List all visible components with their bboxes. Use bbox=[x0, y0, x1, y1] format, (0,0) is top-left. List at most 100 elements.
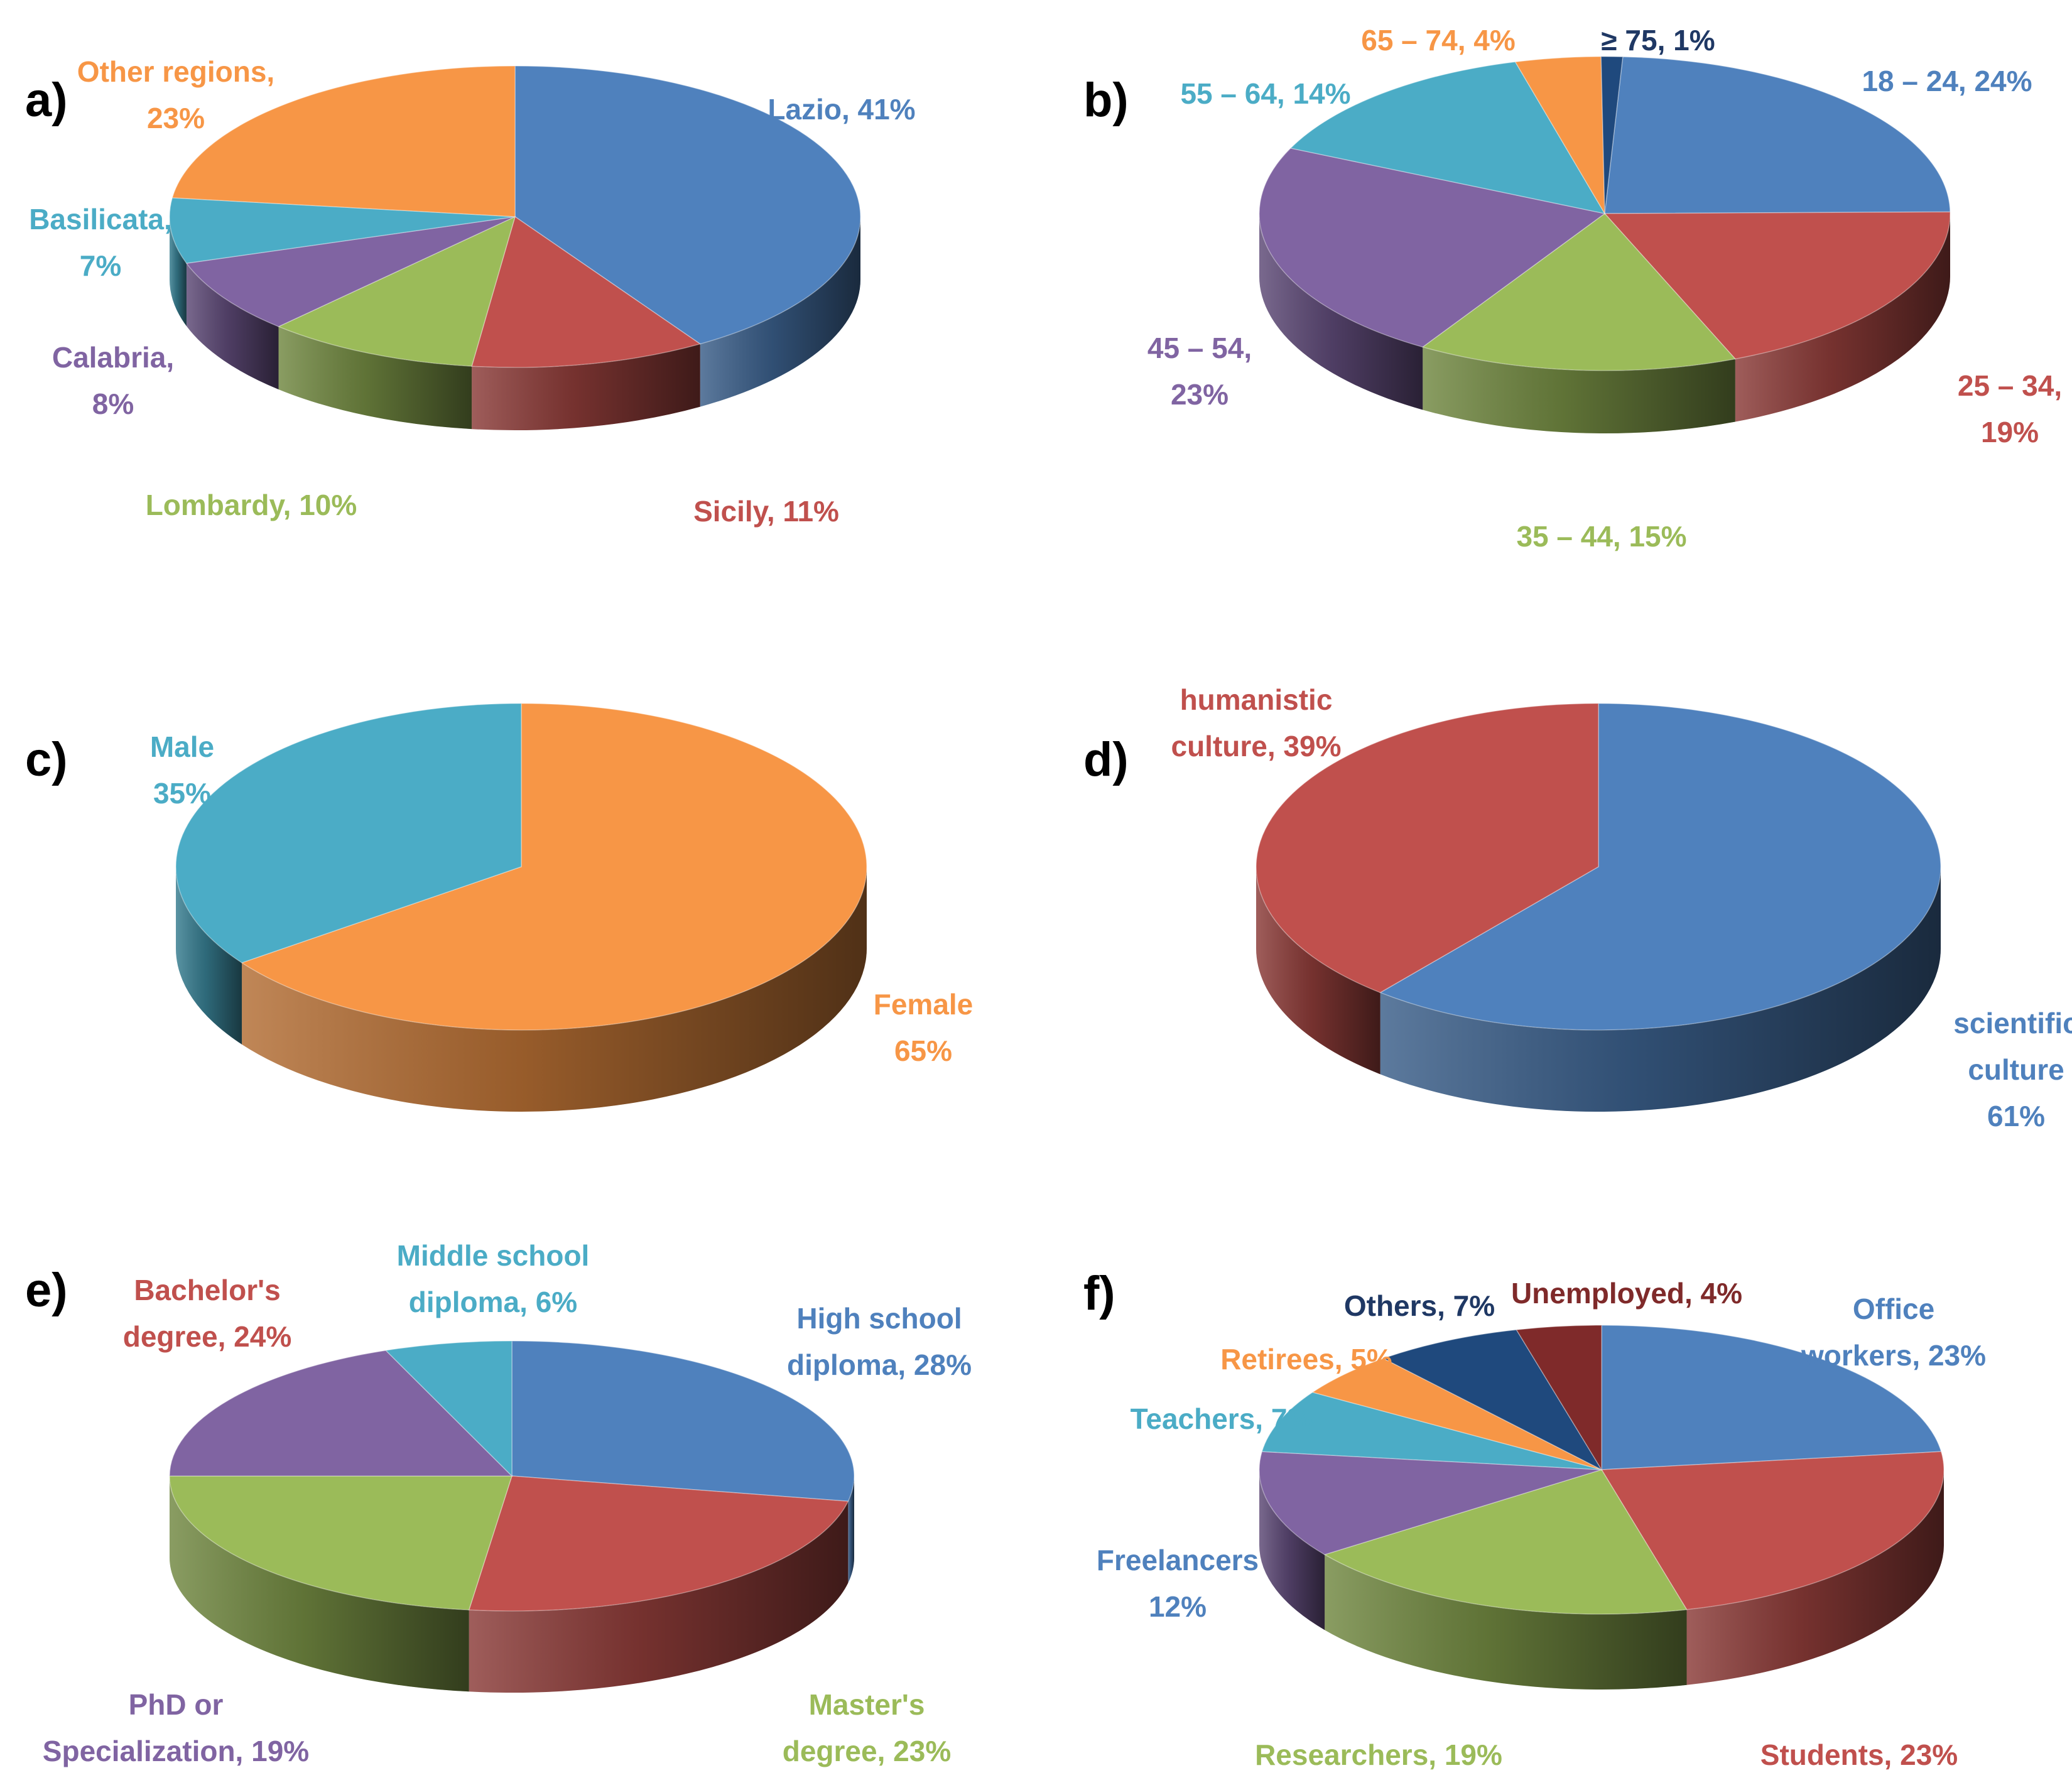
data-label-master-s-degree: Master's degree, 23% bbox=[783, 1688, 951, 1767]
side-shade-calabria bbox=[186, 263, 279, 389]
side-shade-humanistic-culture bbox=[1256, 867, 1380, 1075]
data-label-45-54: 45 – 54, 23% bbox=[1147, 332, 1252, 411]
data-label-male: Male 35% bbox=[150, 730, 214, 810]
side-shade-male bbox=[176, 867, 242, 1044]
data-labels: scientific culture 61% humanistic culture, 3… bbox=[1171, 683, 2072, 1132]
pie-side-walls bbox=[170, 1476, 854, 1693]
slice-female bbox=[241, 703, 867, 1031]
data-label-sicily: Sicily, 11% bbox=[693, 495, 839, 528]
slice-65-74 bbox=[1514, 56, 1605, 215]
data-labels: High school diploma, 28% Bachelor's degree,… bbox=[43, 1239, 972, 1767]
data-label-25-34: 25 – 34, 19% bbox=[1958, 369, 2062, 448]
data-label-freelancers: Freelancers 12% bbox=[1097, 1544, 1259, 1623]
pie-slices bbox=[1259, 56, 1951, 371]
pie-chart-a: a) Lazio, 41% Sicily, 11% Lombardy, 10% Cala… bbox=[25, 55, 916, 528]
pie-chart-d: d) scientific culture 61% humanistic culture,… bbox=[1083, 683, 2072, 1132]
slice-master-s-degree bbox=[169, 1475, 513, 1611]
data-label-lazio: Lazio, 41% bbox=[768, 93, 915, 126]
panel-label: a) bbox=[25, 73, 68, 127]
slice-45-54 bbox=[1259, 148, 1606, 348]
slice-office-workers bbox=[1601, 1325, 1942, 1470]
data-label-others: Others, 7% bbox=[1344, 1289, 1495, 1322]
slice-researchers bbox=[1323, 1469, 1688, 1615]
slice-25-34 bbox=[1603, 211, 1951, 360]
side-shade-35-44 bbox=[1423, 347, 1735, 433]
data-label-office-workers: Office workers, 23% bbox=[1801, 1293, 1986, 1372]
slice-phd-or-specialization bbox=[169, 1350, 513, 1477]
slice-basilicata bbox=[169, 197, 516, 264]
side-shade-bachelor-s-degree bbox=[469, 1501, 849, 1693]
data-label-55-64: 55 – 64, 14% bbox=[1180, 77, 1350, 110]
data-label-65-74: 65 – 74, 4% bbox=[1361, 24, 1516, 57]
data-labels: Lazio, 41% Sicily, 11% Lombardy, 10% Calabr… bbox=[29, 55, 915, 528]
data-labels: 18 – 24, 24% 25 – 34, 19% 35 – 44, 15% 45 – … bbox=[1147, 24, 2062, 553]
pie-slices bbox=[1256, 703, 1941, 1031]
slice-sicily bbox=[471, 215, 702, 368]
slice-55-64 bbox=[1289, 61, 1606, 215]
data-label-researchers: Researchers, 19% bbox=[1255, 1738, 1502, 1771]
data-label-scientific-culture: scientific culture 61% bbox=[1953, 1007, 2072, 1132]
slice-teachers bbox=[1261, 1391, 1602, 1470]
pie-slices bbox=[1259, 1325, 1945, 1615]
data-label-bachelor-s-degree: Bachelor's degree, 24% bbox=[123, 1274, 291, 1353]
slice-others bbox=[1382, 1329, 1603, 1471]
side-shade-researchers bbox=[1325, 1554, 1687, 1690]
side-shade-master-s-degree bbox=[170, 1476, 469, 1692]
slice-18-24 bbox=[1604, 56, 1951, 214]
data-label-ge-75: ≥ 75, 1% bbox=[1601, 24, 1715, 57]
pie-slices bbox=[169, 65, 861, 368]
slice-high-school-diploma bbox=[511, 1340, 855, 1502]
panel-label: d) bbox=[1083, 733, 1129, 786]
slice-35-44 bbox=[1421, 212, 1737, 371]
side-shade-basilicata bbox=[170, 217, 187, 327]
slice-ge-75 bbox=[1600, 56, 1624, 214]
slice-lazio bbox=[514, 65, 861, 345]
data-label-phd-or-specialization: PhD or Specialization, 19% bbox=[43, 1688, 309, 1767]
data-label-35-44: 35 – 44, 15% bbox=[1516, 520, 1686, 553]
pie-slices bbox=[169, 1340, 855, 1612]
side-shade-25-34 bbox=[1735, 214, 1950, 422]
side-shade-high-school-diploma bbox=[848, 1476, 854, 1583]
slice-other-regions bbox=[171, 65, 516, 217]
side-shade-lombardy bbox=[278, 326, 472, 430]
side-shade-45-54 bbox=[1259, 214, 1423, 410]
data-label-humanistic-culture: humanistic culture, 39% bbox=[1171, 683, 1342, 762]
data-label-teachers: Teachers, 7% bbox=[1131, 1402, 1313, 1435]
slice-scientific-culture bbox=[1379, 703, 1941, 1031]
data-label-unemployed: Unemployed, 4% bbox=[1511, 1277, 1742, 1310]
pie-side-walls bbox=[170, 217, 860, 430]
pie-chart-f: f) Office workers, 23% Students, 23% Researc… bbox=[1083, 1267, 1986, 1771]
pie-chart-c: c) Female 65% Male 35% bbox=[25, 703, 973, 1112]
data-label-other-regions: Other regions, 23% bbox=[77, 55, 274, 134]
panel-label: c) bbox=[25, 733, 68, 786]
pie-side-walls bbox=[1256, 867, 1941, 1112]
pie-side-walls bbox=[176, 867, 867, 1112]
pie-chart-b: b) 18 – 24, 24% 25 – 34, 19% 35 – 44, 15% 45 … bbox=[1083, 24, 2062, 553]
pie-side-walls bbox=[1259, 214, 1950, 433]
side-shade-freelancers bbox=[1259, 1470, 1325, 1630]
data-labels: Female 65% Male 35% bbox=[150, 730, 973, 1067]
slice-lombardy bbox=[277, 215, 516, 367]
side-shade-sicily bbox=[472, 344, 700, 430]
side-shade-lazio bbox=[700, 217, 860, 407]
pie-slices bbox=[175, 703, 867, 1031]
slice-calabria bbox=[185, 216, 516, 327]
data-labels: Office workers, 23% Students, 23% Researche… bbox=[1097, 1277, 1986, 1771]
side-shade-scientific-culture bbox=[1380, 867, 1941, 1112]
data-label-18-24: 18 – 24, 24% bbox=[1862, 65, 2032, 97]
data-label-basilicata: Basilicata, 7% bbox=[29, 203, 172, 282]
data-label-calabria: Calabria, 8% bbox=[52, 341, 174, 420]
data-label-middle-school-diploma: Middle school diploma, 6% bbox=[397, 1239, 590, 1318]
data-label-students: Students, 23% bbox=[1760, 1738, 1958, 1771]
pie-side-walls bbox=[1259, 1470, 1944, 1690]
slice-unemployed bbox=[1516, 1325, 1602, 1472]
slice-retirees bbox=[1311, 1357, 1602, 1470]
side-shade-students bbox=[1686, 1470, 1944, 1685]
data-label-high-school-diploma: High school diploma, 28% bbox=[787, 1302, 972, 1381]
slice-bachelor-s-degree bbox=[468, 1475, 849, 1612]
slice-humanistic-culture bbox=[1256, 703, 1599, 994]
data-label-female: Female 65% bbox=[874, 988, 974, 1067]
side-shade-female bbox=[242, 867, 867, 1112]
slice-middle-school-diploma bbox=[384, 1340, 513, 1477]
